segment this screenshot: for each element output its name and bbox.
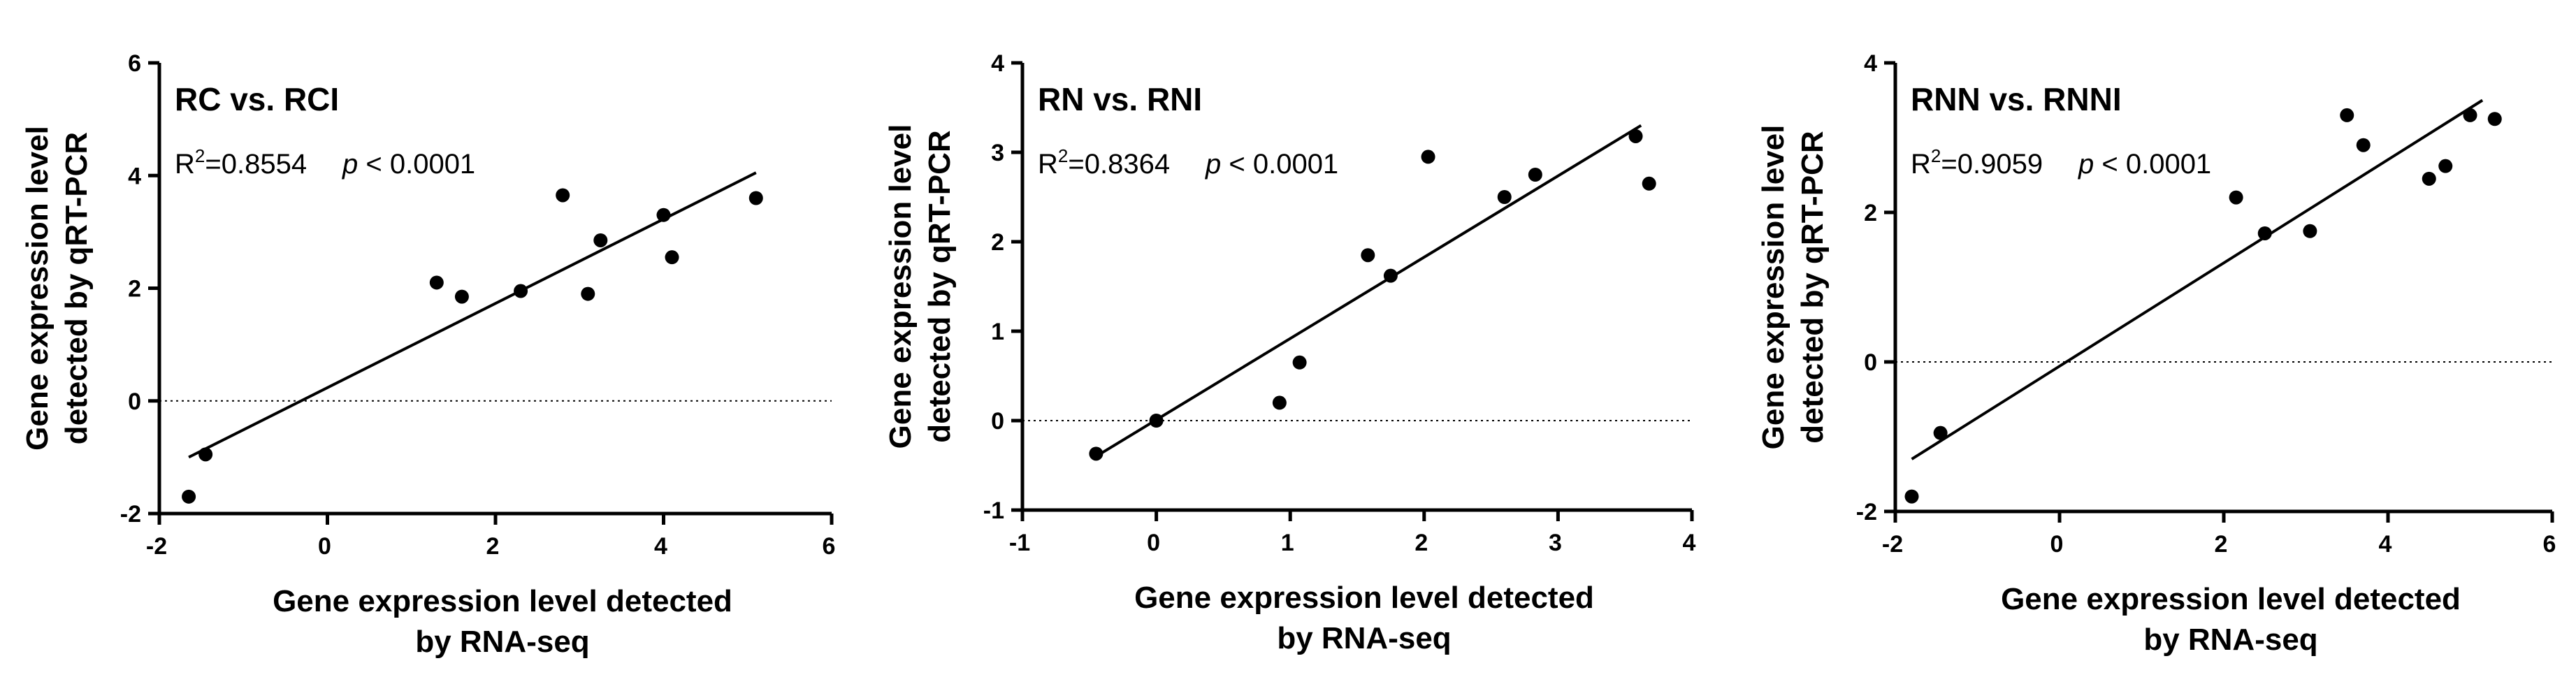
y-tick-label: -2 [1856, 499, 1877, 525]
x-axis-title: by RNA-seq [2143, 623, 2317, 657]
data-point [1292, 355, 1307, 370]
x-tick-label: 3 [1549, 530, 1562, 556]
x-tick-label: 6 [2543, 531, 2556, 558]
regression-line [188, 171, 757, 459]
data-point [2340, 108, 2354, 122]
data-point [2463, 108, 2477, 122]
data-point [182, 489, 196, 504]
y-tick-label: 6 [128, 50, 141, 77]
data-point [1421, 150, 1435, 164]
data-point [514, 284, 528, 298]
x-tick-label: 0 [1147, 530, 1160, 556]
y-axis-title: detected by qRT-PCR [922, 130, 957, 442]
data-point [1497, 190, 1512, 204]
y-tick-label: 2 [991, 229, 1004, 256]
data-point [1361, 248, 1375, 263]
scatter-chart-rn-vs-rni: -1 0 1 2 3 4 -1 0 1 2 3 4 RN vs. RNI R2=0.8364 p < 0.0… [883, 50, 1696, 655]
data-point [454, 289, 469, 304]
data-point [1272, 395, 1287, 410]
data-point [2257, 226, 2272, 240]
data-point [2487, 112, 2502, 126]
x-axis-title: by RNA-seq [415, 625, 589, 659]
y-tick-label: 0 [1864, 349, 1877, 376]
y-tick-label: -2 [120, 501, 141, 528]
p-value-label: p < 0.0001 [1205, 149, 1338, 180]
data-point [581, 286, 595, 301]
x-axis-title: by RNA-seq [1277, 621, 1451, 655]
scatter-chart-rnn-vs-rnni: -2 0 2 4 6 -2 0 2 4 RNN vs. RNNI R2=0.9059 p < 0.00… [1756, 50, 2556, 657]
x-tick-label: 6 [823, 533, 836, 560]
chart-panel-2: -1 0 1 2 3 4 -1 0 1 2 3 4 RN vs. RNI R2=0.8364 p < 0.0… [860, 0, 1719, 698]
y-axis-title: Gene expression level [20, 126, 55, 451]
y-tick-label: 0 [128, 388, 141, 415]
chart-title: RNN vs. RNNI [1911, 81, 2122, 117]
x-tick-label: 0 [318, 533, 331, 560]
y-tick-label: 1 [991, 319, 1004, 345]
x-tick-label: -2 [1882, 531, 1903, 558]
r-squared-label: R2=0.8364 [1038, 145, 1170, 180]
data-point [429, 275, 444, 290]
y-tick-label: 2 [1864, 200, 1877, 226]
data-point [1904, 489, 1919, 504]
data-point [2356, 138, 2371, 152]
chart-title: RC vs. RCI [175, 81, 339, 117]
data-point [2229, 190, 2243, 205]
data-point [748, 191, 763, 205]
scatter-chart-rc-vs-rci: -2 0 2 4 6 -2 0 2 4 6 RC vs. RCI R2=0.8554 p < 0.000… [20, 50, 836, 659]
p-value-label: p < 0.0001 [342, 149, 475, 180]
x-tick-label: 4 [2379, 531, 2392, 558]
data-point [2422, 171, 2436, 186]
x-axis-title: Gene expression level detected [1134, 581, 1594, 615]
chart-panel-1: -2 0 2 4 6 -2 0 2 4 6 RC vs. RCI R2=0.8554 p < 0.000… [0, 0, 860, 698]
y-axis-title: detected by qRT-PCR [59, 132, 94, 444]
y-tick-label: 3 [991, 140, 1004, 166]
data-point [1933, 426, 1948, 440]
x-tick-label: 4 [1683, 530, 1696, 556]
data-point [656, 208, 671, 222]
x-tick-label: 2 [486, 533, 500, 560]
y-tick-label: 0 [991, 408, 1004, 435]
y-axis-title: detected by qRT-PCR [1795, 131, 1830, 443]
r-squared-label: R2=0.8554 [175, 145, 307, 180]
data-point [1383, 268, 1398, 283]
x-tick-label: 4 [654, 533, 667, 560]
data-point [1528, 168, 1542, 182]
x-tick-label: 2 [1414, 530, 1428, 556]
data-point [2303, 224, 2317, 238]
regression-line [1095, 124, 1642, 458]
data-point [556, 188, 570, 203]
x-tick-label: -2 [146, 533, 167, 560]
y-axis-title: Gene expression level [883, 124, 918, 449]
x-tick-label: 1 [1281, 530, 1294, 556]
x-tick-label: 0 [2050, 531, 2064, 558]
chart-title: RN vs. RNI [1038, 81, 1202, 117]
x-axis-title: Gene expression level detected [273, 584, 732, 618]
r-squared-label: R2=0.9059 [1911, 145, 2043, 180]
data-point [1642, 176, 1656, 191]
x-tick-label: 2 [2215, 531, 2228, 558]
y-tick-label: 4 [128, 163, 141, 189]
data-point [198, 447, 213, 462]
y-tick-label: -1 [983, 497, 1004, 524]
x-axis-title: Gene expression level detected [2001, 582, 2461, 616]
p-value-label: p < 0.0001 [2078, 149, 2211, 180]
x-tick-label: -1 [1009, 530, 1030, 556]
data-point [593, 233, 608, 247]
y-axis-title: Gene expression level [1756, 125, 1790, 450]
data-point [1089, 446, 1104, 461]
data-point [2438, 159, 2453, 173]
chart-panel-3: -2 0 2 4 6 -2 0 2 4 RNN vs. RNNI R2=0.9059 p < 0.00… [1719, 0, 2576, 698]
regression-line [1911, 99, 2484, 460]
y-tick-label: 2 [128, 276, 141, 303]
data-point [1628, 129, 1643, 143]
y-tick-label: 4 [1864, 50, 1877, 77]
y-tick-label: 4 [991, 50, 1004, 77]
data-point [665, 250, 679, 265]
data-point [1149, 414, 1164, 428]
